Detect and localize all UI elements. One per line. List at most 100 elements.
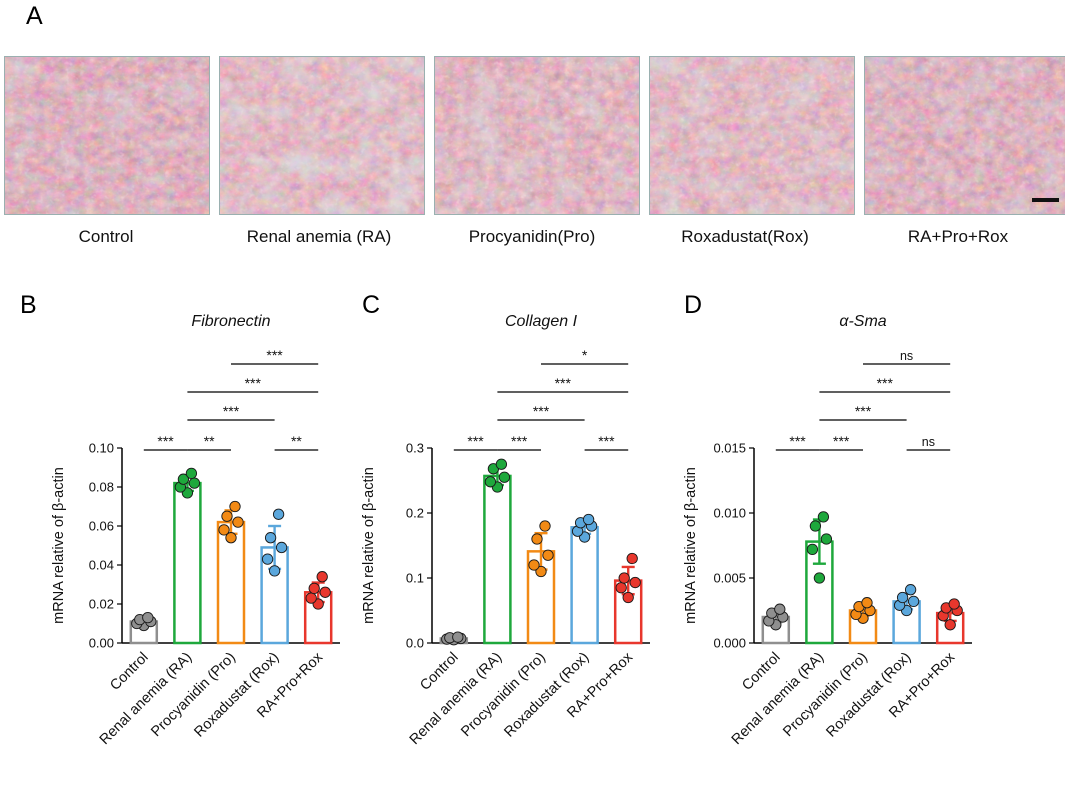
panel-c-label: C	[362, 291, 381, 319]
data-point	[498, 471, 511, 483]
sig-label: ***	[598, 433, 615, 449]
data-point	[582, 513, 595, 526]
scale-bar	[1032, 198, 1059, 202]
y-tick-label: 0.10	[89, 441, 114, 456]
chart-title: Fibronectin	[191, 313, 270, 330]
y-tick-label: 0.005	[713, 571, 746, 586]
data-point	[907, 595, 920, 608]
micrograph-image	[5, 57, 209, 214]
data-point	[319, 586, 331, 598]
data-point	[177, 473, 190, 485]
micrograph-image	[435, 57, 639, 214]
chart-title: Collagen I	[505, 313, 578, 330]
sig-label: ***	[789, 433, 806, 449]
data-point	[948, 598, 960, 610]
data-point	[626, 552, 638, 565]
sig-label: ***	[533, 403, 550, 419]
y-tick-label: 0.1	[406, 571, 424, 586]
chart-alpha-sma: 0.000 0.005 0.010 0.015 α-Sma mRNA relative o…	[676, 298, 986, 786]
data-point	[820, 533, 833, 545]
sig-label: ***	[877, 375, 894, 391]
sig-label: **	[204, 433, 215, 449]
y-tick-label: 0.3	[406, 441, 424, 456]
sig-label: *	[582, 347, 588, 363]
data-point	[542, 549, 554, 561]
panel-b-label: B	[20, 291, 37, 319]
data-point	[264, 532, 277, 544]
data-point	[221, 510, 233, 522]
data-point	[861, 597, 873, 609]
data-point	[452, 631, 464, 643]
panel-a-label: A	[26, 2, 43, 30]
micrograph-caption-renal-anemia: Renal anemia (RA)	[246, 227, 392, 246]
bar-1	[483, 474, 512, 645]
sig-label: ***	[245, 375, 262, 391]
y-tick-label: 0.06	[89, 519, 114, 534]
chart-svg-D: 0.000 0.005 0.010 0.015 α-Sma mRNA relative o…	[683, 313, 972, 748]
data-point	[817, 511, 830, 523]
data-point	[618, 572, 630, 584]
micrograph-caption-roxadustat: Roxadustat(Rox)	[681, 227, 809, 246]
data-point	[539, 520, 551, 532]
bar-1	[805, 540, 834, 645]
y-tick-label: 0.0	[406, 636, 424, 651]
data-point	[275, 541, 288, 554]
micrograph-procyanidin	[434, 56, 640, 215]
y-tick-label: 0.08	[89, 480, 114, 495]
data-point	[218, 524, 230, 536]
micrograph-caption-procyanidin: Procyanidin(Pro)	[468, 227, 596, 246]
y-tick-label: 0.2	[406, 506, 424, 521]
data-point	[629, 576, 641, 589]
sig-label: ***	[266, 347, 283, 363]
data-point	[904, 584, 917, 596]
chart-fibronectin: 0.00 0.02 0.04 0.06 0.08 0.10 Fibronectin mRNA …	[44, 298, 354, 786]
y-tick-label: 0.010	[713, 506, 746, 521]
sig-label: ***	[223, 403, 240, 419]
sig-label: ***	[833, 433, 850, 449]
y-tick-label: 0.02	[89, 597, 114, 612]
data-point	[185, 467, 198, 480]
data-point	[809, 520, 822, 532]
chart-svg-C: 0.0 0.1 0.2 0.3 Collagen I mRNA relative of β…	[361, 313, 650, 748]
chart-svg-B: 0.00 0.02 0.04 0.06 0.08 0.10 Fibronectin mRNA …	[51, 313, 340, 748]
data-point	[268, 565, 281, 577]
micrograph-caption-control: Control	[78, 227, 134, 246]
micrograph-image	[650, 57, 854, 214]
sig-label: ns	[900, 349, 913, 363]
data-point	[528, 559, 540, 571]
micrograph-row	[4, 56, 1065, 215]
data-point	[305, 592, 317, 604]
caption-row: Control Renal anemia (RA) Procyanidin(Pr…	[4, 227, 1060, 247]
data-point	[188, 477, 201, 489]
data-point	[229, 500, 241, 513]
micrograph-control	[4, 56, 210, 215]
y-tick-label: 0.015	[713, 441, 746, 456]
sig-label: ***	[157, 433, 174, 449]
y-tick-label: 0.000	[713, 636, 746, 651]
data-point	[225, 532, 237, 544]
sig-label: ***	[511, 433, 528, 449]
data-point	[531, 533, 543, 545]
data-point	[896, 591, 909, 604]
chart-collagen-1: 0.0 0.1 0.2 0.3 Collagen I mRNA relative of β…	[354, 298, 664, 786]
y-tick-label: 0.00	[89, 636, 114, 651]
data-point	[261, 553, 274, 565]
data-point	[774, 603, 786, 615]
sig-label: ns	[922, 435, 935, 449]
micrograph-renal-anemia	[219, 56, 425, 215]
chart-title: α-Sma	[839, 313, 886, 330]
data-point	[944, 619, 956, 631]
micrograph-caption-ra-pro-rox: RA+Pro+Rox	[907, 227, 1009, 246]
sig-label: ***	[555, 375, 572, 391]
micrograph-roxadustat	[649, 56, 855, 215]
data-point	[142, 611, 154, 624]
data-point	[535, 565, 547, 578]
data-point	[495, 458, 508, 470]
panel-d-label: D	[684, 291, 703, 319]
y-axis-title: mRNA relative of β-actin	[683, 467, 699, 624]
data-point	[308, 582, 320, 595]
bar-1	[173, 481, 202, 645]
sig-label: ***	[467, 433, 484, 449]
micrograph-ra-pro-rox	[864, 56, 1065, 215]
data-point	[806, 543, 819, 556]
